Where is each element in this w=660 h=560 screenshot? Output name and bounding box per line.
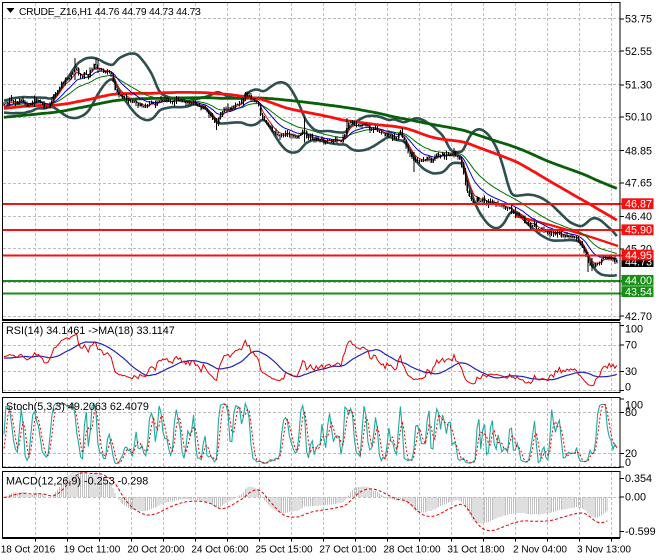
svg-text:42.70: 42.70 [625,311,652,323]
svg-text:100: 100 [625,324,643,336]
svg-text:44.95: 44.95 [625,250,652,262]
svg-text:19 Oct 11:00: 19 Oct 11:00 [64,545,121,556]
svg-text:0: 0 [625,457,631,469]
svg-text:20 Oct 20:00: 20 Oct 20:00 [127,545,185,556]
svg-text:18 Oct 2016: 18 Oct 2016 [1,545,56,556]
svg-text:100: 100 [625,399,643,411]
svg-text:31 Oct 18:00: 31 Oct 18:00 [447,545,505,556]
svg-text:25 Oct 15:00: 25 Oct 15:00 [255,545,313,556]
svg-text:20: 20 [625,448,637,460]
svg-text:47.65: 47.65 [625,178,652,190]
svg-text:53.75: 53.75 [625,14,652,26]
svg-text:44.00: 44.00 [625,275,652,287]
svg-text:30: 30 [625,366,637,378]
svg-text:70: 70 [625,340,637,352]
svg-text:0.00: 0.00 [625,492,646,504]
svg-text:48.85: 48.85 [625,145,652,157]
svg-text:51.30: 51.30 [625,79,652,91]
svg-text:-0.599: -0.599 [625,526,656,538]
svg-text:Stoch(5,3,3) 49.2063 62.4079: Stoch(5,3,3) 49.2063 62.4079 [6,401,149,413]
svg-text:0: 0 [625,381,631,393]
svg-text:52.55: 52.55 [625,46,652,58]
svg-text:2 Nov 04:00: 2 Nov 04:00 [513,545,567,556]
svg-text:28 Oct 10:00: 28 Oct 10:00 [383,545,441,556]
svg-text:45.90: 45.90 [625,225,652,237]
svg-text:3 Nov 13:00: 3 Nov 13:00 [577,545,631,556]
svg-text:50.10: 50.10 [625,112,652,124]
svg-text:46.40: 46.40 [625,211,652,223]
svg-text:MACD(12,26,9) -0.253 -0.298: MACD(12,26,9) -0.253 -0.298 [6,475,148,487]
svg-text:CRUDE_Z16,H1 44.76 44.79 44.7: CRUDE_Z16,H1 44.76 44.79 44.73 44.73 [19,7,201,18]
svg-text:80: 80 [625,407,637,419]
svg-text:0.354: 0.354 [625,473,652,485]
svg-text:24 Oct 06:00: 24 Oct 06:00 [191,545,249,556]
svg-text:43.54: 43.54 [625,286,652,298]
svg-text:RSI(14) 34.1461 ->MA(18) 33.1: RSI(14) 34.1461 ->MA(18) 33.1147 [6,325,175,337]
svg-text:46.87: 46.87 [625,199,652,211]
svg-text:27 Oct 01:00: 27 Oct 01:00 [319,545,377,556]
